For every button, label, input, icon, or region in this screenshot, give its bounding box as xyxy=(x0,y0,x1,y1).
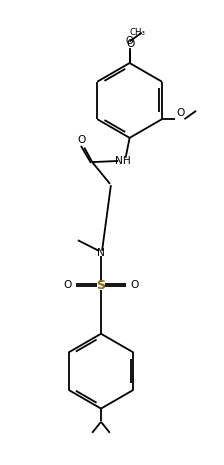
Text: O: O xyxy=(126,40,135,49)
Text: O: O xyxy=(77,135,85,145)
Text: N: N xyxy=(97,248,105,259)
Text: O: O xyxy=(130,280,139,290)
Text: O: O xyxy=(177,108,185,118)
Text: O: O xyxy=(126,36,134,46)
Text: CH₃: CH₃ xyxy=(130,28,146,38)
Text: S: S xyxy=(97,279,106,292)
Text: NH: NH xyxy=(115,156,131,166)
Text: O: O xyxy=(63,280,72,290)
